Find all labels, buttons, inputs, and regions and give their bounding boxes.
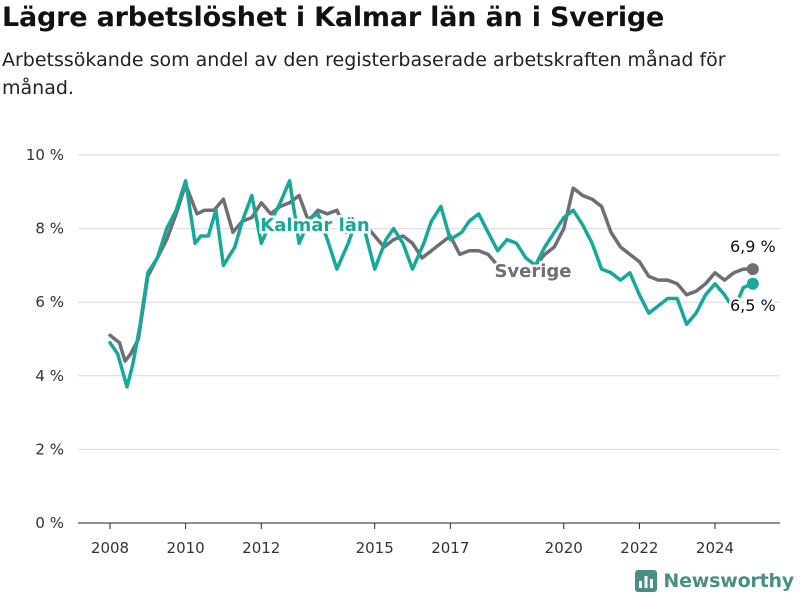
- x-tick-label: 2024: [696, 539, 734, 557]
- grid-lines: [78, 154, 780, 524]
- y-tick-label: 2 %: [35, 440, 64, 458]
- x-tick-label: 2008: [91, 539, 129, 557]
- newsworthy-logo: Newsworthy: [635, 570, 794, 592]
- chart-title: Lägre arbetslöshet i Kalmar län än i Sve…: [2, 2, 665, 33]
- x-tick-label: 2022: [620, 539, 658, 557]
- y-tick-label: 4 %: [35, 367, 64, 385]
- series-line-kalmar-l-n: [108, 179, 755, 389]
- y-axis-ticks: 0 % 2 % 4 % 6 % 8 % 10 %: [26, 146, 64, 532]
- bar-chart-logo-icon: [635, 570, 658, 592]
- end-point-kalmar-l-n: [746, 277, 759, 290]
- chart-subtitle: Arbetssökande som andel av den registerb…: [2, 49, 726, 99]
- end-point-sverige: [746, 263, 759, 276]
- series-line-sverige: [108, 182, 755, 363]
- y-tick-label: 10 %: [26, 146, 64, 164]
- end-label-kalmar-lan: 6,5 %: [730, 296, 776, 315]
- brand-name: Newsworthy: [663, 570, 794, 592]
- end-label-sverige: 6,9 %: [730, 237, 776, 256]
- series-name-kalmar-lan: Kalmar län: [260, 215, 369, 236]
- y-tick-label: 8 %: [35, 220, 64, 238]
- series-name-sverige: Sverige: [494, 261, 571, 282]
- x-tick-label: 2010: [167, 539, 205, 557]
- x-tick-label: 2017: [431, 539, 469, 557]
- y-tick-label: 0 %: [35, 514, 64, 532]
- x-tick-label: 2020: [545, 539, 583, 557]
- x-tick-label: 2012: [242, 539, 280, 557]
- y-tick-label: 6 %: [35, 293, 64, 311]
- x-axis-ticks: 2008 2010 2012 2015 2017 2020 2022 2024: [91, 523, 734, 557]
- series-lines: [108, 179, 759, 389]
- x-tick-label: 2015: [356, 539, 394, 557]
- series-labels: 6,9 % 6,5 % Kalmar län Sverige: [258, 213, 778, 318]
